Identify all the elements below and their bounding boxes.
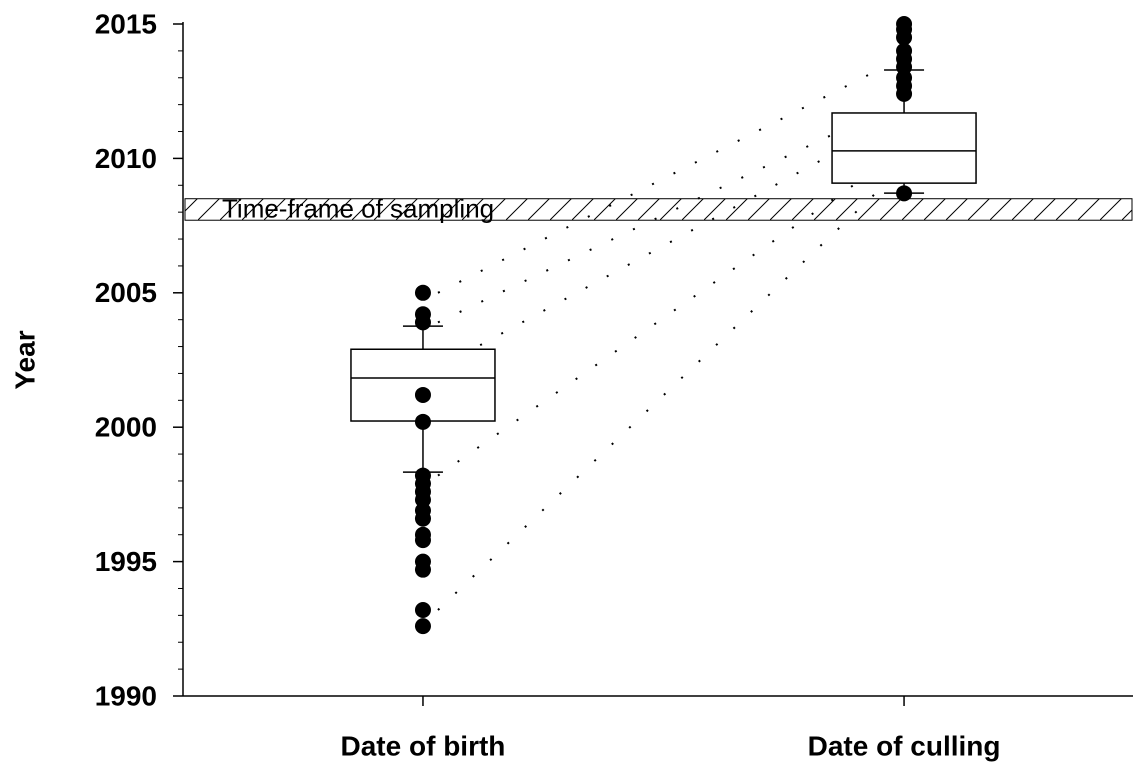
box <box>350 348 496 422</box>
y-tick-label: 2015 <box>95 8 157 39</box>
outlier <box>414 510 431 527</box>
y-tick-label: 2000 <box>95 412 157 443</box>
connection-line <box>437 125 885 369</box>
y-axis-label: Year <box>9 330 40 389</box>
connection-line <box>437 66 885 294</box>
sampling-band <box>184 198 1133 221</box>
x-tick-label: Date of birth <box>341 730 506 761</box>
box <box>831 112 977 184</box>
y-tick-label: 1990 <box>95 680 157 711</box>
outlier <box>414 413 431 430</box>
x-tick-label: Date of culling <box>808 730 1001 761</box>
outlier <box>414 561 431 578</box>
outlier <box>414 284 431 301</box>
outlier <box>896 85 913 102</box>
y-tick-label: 2010 <box>95 143 157 174</box>
outlier <box>414 532 431 549</box>
y-tick-label: 1995 <box>95 546 157 577</box>
outlier <box>414 386 431 403</box>
outlier <box>414 601 431 618</box>
band-label: Time-frame of sampling <box>222 193 494 223</box>
outlier <box>414 314 431 331</box>
outlier <box>896 29 913 46</box>
outlier <box>896 185 913 202</box>
connection-line <box>437 184 885 611</box>
y-tick-label: 2005 <box>95 277 157 308</box>
outlier <box>414 618 431 635</box>
